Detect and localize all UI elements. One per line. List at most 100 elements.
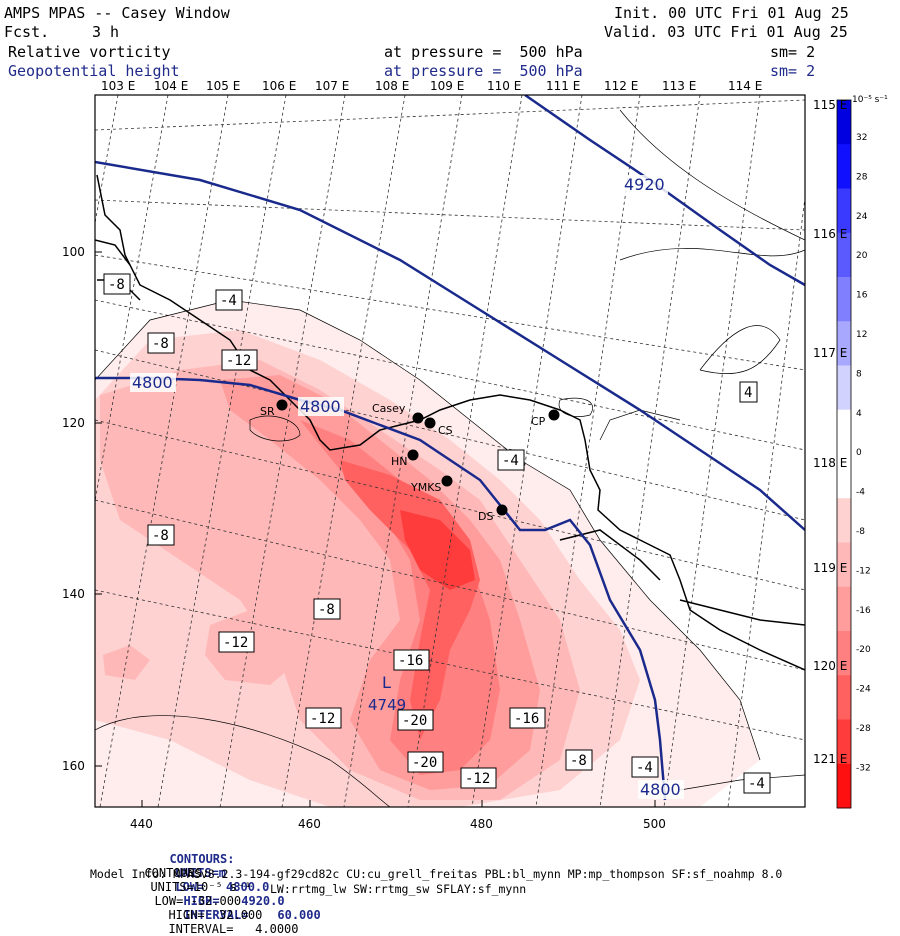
svg-text:-16: -16: [398, 653, 423, 669]
vorticity-shading: [95, 300, 760, 807]
svg-text:4920: 4920: [624, 175, 665, 194]
colorbar-tick-label: 8: [856, 369, 862, 379]
valid-time: Valid. 03 UTC Fri 01 Aug 25: [604, 23, 848, 41]
svg-text:CS: CS: [438, 424, 453, 437]
y-tick-label: 100: [62, 245, 85, 259]
vorticity-contour-label: -12: [460, 767, 497, 789]
colorbar-segment: [837, 586, 851, 632]
vorticity-contour-label: -4: [497, 449, 525, 471]
colorbar-tick-label: -16: [856, 606, 871, 616]
vorticity-contour-label: -12: [305, 707, 342, 729]
vorticity-contour-label: -8: [103, 273, 131, 295]
station-marker: YMKS: [410, 475, 453, 494]
right-edge-label: 115 E: [813, 98, 847, 112]
colorbar-tick-label: 32: [856, 133, 867, 143]
vorticity-contour-label: -16: [509, 707, 546, 729]
svg-text:-12: -12: [226, 353, 251, 369]
colorbar-tick-label: -20: [856, 645, 871, 655]
vorticity-contour-label: -4: [631, 756, 659, 778]
svg-text:4800: 4800: [132, 373, 173, 392]
colorbar-tick-label: -12: [856, 566, 871, 576]
longitude-label: 107 E: [315, 79, 349, 93]
model-info: Model Info: MPASv8.2.3-194-gf29cd82c CU:…: [90, 867, 783, 881]
vorticity-contour-label: -8: [147, 524, 175, 546]
station-marker: HN: [391, 449, 419, 468]
svg-text:-12: -12: [223, 635, 248, 651]
svg-text:YMKS: YMKS: [410, 481, 441, 494]
low-1: LOW= 4800.0: [175, 880, 270, 894]
svg-text:-16: -16: [514, 711, 539, 727]
vorticity-contour-label: -16: [393, 649, 430, 671]
colorbar-tick-label: 20: [856, 251, 868, 261]
svg-text:-4: -4: [748, 776, 765, 792]
map-title: AMPS MPAS -- Casey Window: [4, 4, 230, 22]
init-time: Init. 00 UTC Fri 01 Aug 25: [614, 4, 849, 22]
x-tick-label: 480: [470, 817, 493, 831]
field2-level: at pressure = 500 hPa: [384, 62, 583, 80]
map-labels: 4920 4800 4800 4800 L 4749 -8 -4 -8 -12 -4 4 -4 -8 -8 -…: [103, 175, 771, 799]
vorticity-contour-label: -4: [743, 772, 771, 794]
height-contour-label: 4800: [298, 397, 344, 416]
station-marker: CP: [531, 409, 560, 428]
vorticity-contour-label: -20: [397, 709, 434, 731]
longitude-label: 110 E: [487, 79, 521, 93]
forecast-hour: 3 h: [92, 23, 120, 41]
vorticity-contour-label: -12: [218, 631, 255, 653]
svg-text:-4: -4: [636, 760, 653, 776]
right-edge-label: 116 E: [813, 227, 847, 241]
svg-text:-12: -12: [465, 771, 490, 787]
right-edge-label: 121 E: [813, 752, 847, 766]
units-1: UNITS=m: [175, 866, 227, 880]
interval-2: INTERVAL= 4.0000: [168, 922, 299, 936]
svg-text:-20: -20: [402, 713, 427, 729]
colorbar-tick-label: -4: [856, 488, 865, 498]
x-tick-label: 460: [298, 817, 321, 831]
low-center-value: 4749: [368, 696, 406, 714]
high-2: HIGH= 32.000: [168, 908, 263, 922]
svg-text:-20: -20: [412, 755, 437, 771]
height-contour-label: 4920: [622, 175, 668, 194]
colorbar-tick-label: 28: [856, 172, 868, 182]
field2-name: Geopotential height: [8, 62, 180, 80]
height-contour-label: 4800: [638, 780, 684, 799]
colorbar-segment: [837, 365, 851, 411]
graticule: [95, 95, 805, 807]
field1-level: at pressure = 500 hPa: [384, 43, 583, 61]
right-edge-label: 119 E: [813, 561, 847, 575]
colorbar-segment: [837, 719, 851, 765]
low-center-letter: L: [382, 673, 391, 692]
svg-text:4800: 4800: [300, 397, 341, 416]
height-contours: [95, 95, 805, 801]
longitude-label: 108 E: [375, 79, 409, 93]
colorbar-tick-label: -8: [856, 527, 865, 537]
field1-name: Relative vorticity: [8, 43, 171, 61]
longitude-label: 114 E: [728, 79, 762, 93]
height-contour-label: 4800: [130, 373, 176, 392]
longitude-label: 105 E: [206, 79, 240, 93]
colorbar-frame: [836, 99, 852, 809]
vorticity-contour-label: -8: [147, 332, 175, 354]
longitude-label: 112 E: [604, 79, 638, 93]
svg-text:CP: CP: [531, 415, 546, 428]
svg-text:SR: SR: [260, 405, 275, 418]
longitude-label: 106 E: [262, 79, 296, 93]
vorticity-contour-label: -4: [215, 289, 243, 311]
colorbar-tick-label: 4: [856, 409, 862, 419]
colorbar-segment: [837, 188, 851, 234]
colorbar-unit: 10⁻⁵ s⁻¹: [852, 95, 888, 105]
colorbar-tick-label: -24: [856, 685, 871, 695]
longitude-label: 104 E: [154, 79, 188, 93]
right-edge-label: 117 E: [813, 346, 847, 360]
colorbar-tick-label: 12: [856, 330, 867, 340]
svg-text:HN: HN: [391, 455, 408, 468]
x-tick-label: 500: [643, 817, 666, 831]
field1-smoothing: sm= 2: [770, 43, 816, 61]
colorbar-segment: [837, 100, 851, 145]
vorticity-contour-label: -8: [565, 749, 593, 771]
colorbar-segment: [837, 321, 851, 366]
x-tick-label: 440: [130, 817, 153, 831]
colorbar-segment: [837, 232, 851, 278]
svg-text:-4: -4: [502, 453, 519, 469]
longitude-label: 111 E: [546, 79, 580, 93]
svg-text:DS: DS: [478, 510, 493, 523]
